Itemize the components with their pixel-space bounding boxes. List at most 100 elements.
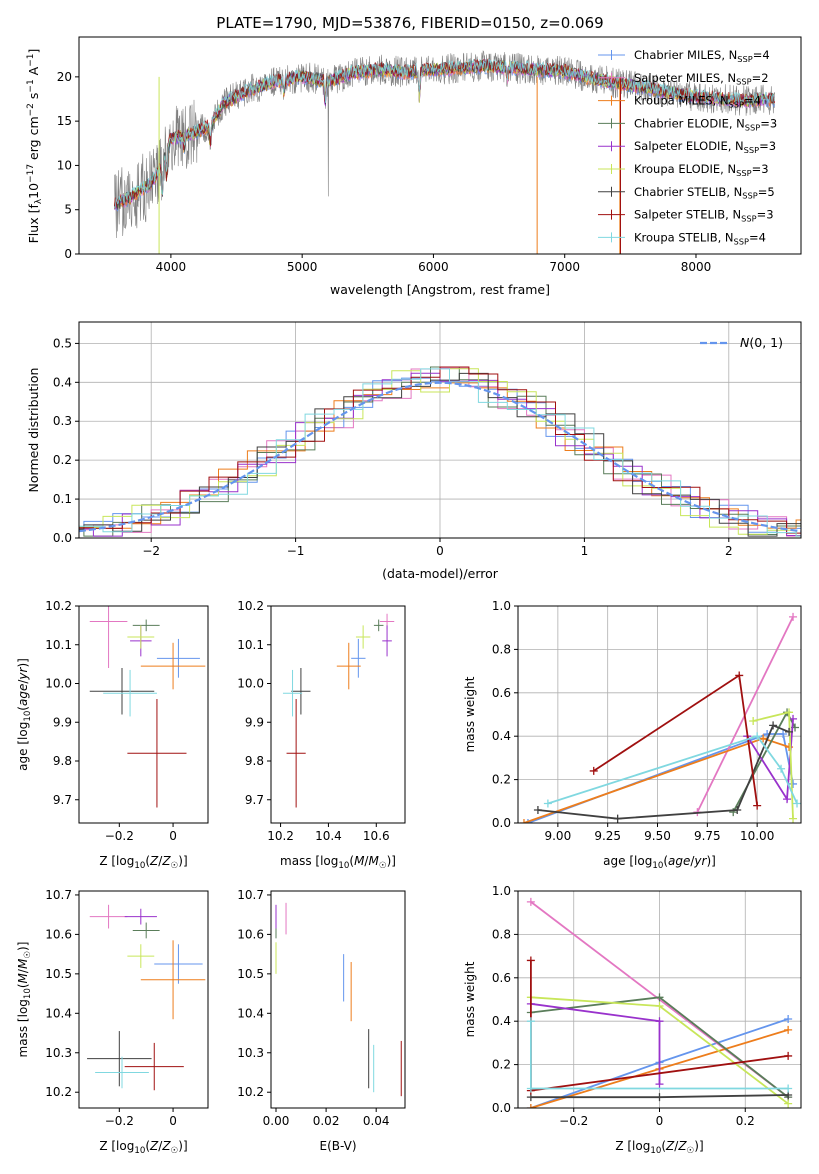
- label-segment: yr: [693, 854, 707, 868]
- label-segment: =3: [752, 162, 769, 176]
- weight-series: [589, 671, 762, 810]
- label-segment: M: [368, 854, 379, 868]
- label-segment: Z: [677, 1139, 687, 1153]
- x-tick-label: 9.75: [694, 829, 721, 843]
- y-tick-label: 0.8: [492, 642, 511, 656]
- label-segment: age [log: [603, 854, 652, 868]
- x-tick-label: 0.02: [313, 1114, 340, 1128]
- weight-marker: [769, 721, 778, 730]
- x-tick-label: 5000: [287, 260, 318, 274]
- y-tick-label: 10.4: [237, 1006, 264, 1020]
- label-segment: M: [16, 958, 30, 969]
- x-axis-label: wavelength [Angstrom, rest frame]: [330, 282, 550, 297]
- label-segment: /: [158, 854, 163, 868]
- x-tick-label: 0.00: [263, 1114, 290, 1128]
- y-tick-label: 9.9: [53, 715, 72, 729]
- y-tick-label: 0.3: [53, 414, 72, 428]
- data-point: [87, 1031, 152, 1087]
- x-tick-label: 0.04: [363, 1114, 390, 1128]
- label-segment: age: [16, 684, 30, 706]
- x-tick-label: 2: [725, 544, 733, 558]
- weight-marker: [526, 1017, 535, 1026]
- label-segment: (: [145, 1139, 150, 1153]
- weight-marker: [785, 727, 794, 736]
- weight-series: [543, 732, 801, 808]
- y-tick-label: 9.8: [53, 754, 72, 768]
- axes-frame: [517, 605, 802, 824]
- weight-marker: [784, 1025, 793, 1034]
- label-segment: Z [log: [99, 1139, 134, 1153]
- weight-marker: [533, 805, 542, 814]
- label-segment: =4: [744, 94, 761, 108]
- axes: −0.2 0 10.2 10.3 10.4 10.5 10.6 10.7: [45, 888, 209, 1128]
- weight-marker: [784, 1084, 793, 1093]
- x-tick-label: −2: [142, 544, 160, 558]
- plot-area: [519, 612, 801, 823]
- weight-marker: [784, 1099, 793, 1108]
- panel-mass-vs-ebv: 0.00 0.02 0.04 10.2 10.3 10.4 10.5 10.6 10.7 E(B-…: [237, 888, 406, 1153]
- data-point: [291, 668, 311, 715]
- weight-marker: [655, 1093, 664, 1102]
- data-point: [156, 638, 200, 678]
- label-segment: )]: [178, 854, 187, 868]
- label-segment: Chabrier ELODIE, N: [634, 116, 745, 130]
- weight-marker: [733, 805, 742, 814]
- x-tick-label: 9.50: [644, 829, 671, 843]
- label-segment: )]: [16, 942, 30, 951]
- y-axis-label: mass [log10(M/M☉)]: [16, 942, 33, 1058]
- label-segment: )]: [387, 854, 396, 868]
- weight-series: [533, 721, 794, 823]
- y-tick-label: 0.2: [53, 453, 72, 467]
- weight-marker: [523, 819, 532, 823]
- x-axis-label: age [log10(age/yr)]: [603, 854, 716, 871]
- label-segment: age: [668, 854, 690, 868]
- label-segment: SSP: [729, 99, 744, 109]
- label-segment: ☉: [171, 861, 179, 871]
- y-tick-label: 10.4: [45, 1006, 72, 1020]
- data-point: [103, 669, 157, 717]
- label-segment: (0, 1): [749, 335, 783, 350]
- data-point: [124, 908, 157, 925]
- y-tick-label: 0.2: [492, 1058, 511, 1072]
- label-segment: λ: [34, 198, 44, 204]
- label-segment: =3: [757, 208, 774, 222]
- x-axis-label: Z [log10(Z/Z☉)]: [615, 1139, 703, 1156]
- label-segment: Kroupa ELODIE, N: [634, 162, 736, 176]
- weight-marker: [655, 993, 664, 1002]
- label-segment: Z: [149, 854, 159, 868]
- weight-marker: [526, 1104, 535, 1108]
- y-tick-label: 9.8: [245, 754, 264, 768]
- label-segment: Salpeter MILES, N: [634, 71, 736, 85]
- y-tick-label: 10.2: [45, 1085, 72, 1099]
- y-axis-label: Flux [fλ10−17 erg cm−2 s−1 A−1]: [26, 49, 44, 244]
- weight-line: [547, 735, 798, 805]
- label-segment: /: [674, 1139, 679, 1153]
- weight-marker: [543, 799, 552, 808]
- data-point: [382, 625, 392, 657]
- y-tick-label: 10.6: [237, 927, 264, 941]
- weight-marker: [589, 766, 598, 775]
- label-segment: Z: [161, 1139, 171, 1153]
- y-tick-label: 0.2: [492, 773, 511, 787]
- label-segment: 10: [134, 861, 145, 871]
- y-tick-label: 10.5: [237, 967, 264, 981]
- x-tick-label: −0.2: [559, 1114, 588, 1128]
- legend-label: Salpeter MILES, NSSP=2: [634, 71, 769, 87]
- weight-marker: [735, 671, 744, 680]
- panel-age-vs-mass: 10.2 10.4 10.6 9.7 9.8 9.9 10.0 10.1 10.2 mass [l…: [237, 599, 406, 871]
- x-tick-label: 8000: [681, 260, 712, 274]
- data-point: [282, 669, 303, 717]
- y-axis-label: age [log10(age/yr)]: [16, 658, 33, 771]
- data-point: [124, 1042, 184, 1091]
- weight-marker: [789, 779, 798, 788]
- weight-marker: [519, 819, 528, 823]
- legend-label: Salpeter ELODIE, NSSP=3: [634, 139, 776, 155]
- model-spectrum: [114, 59, 775, 209]
- data-point: [89, 904, 128, 929]
- x-tick-label: 0: [169, 1114, 177, 1128]
- label-segment: ☉: [379, 861, 387, 871]
- y-tick-label: 10.5: [45, 967, 72, 981]
- weight-marker: [749, 717, 758, 726]
- y-tick-label: 1.0: [492, 884, 511, 898]
